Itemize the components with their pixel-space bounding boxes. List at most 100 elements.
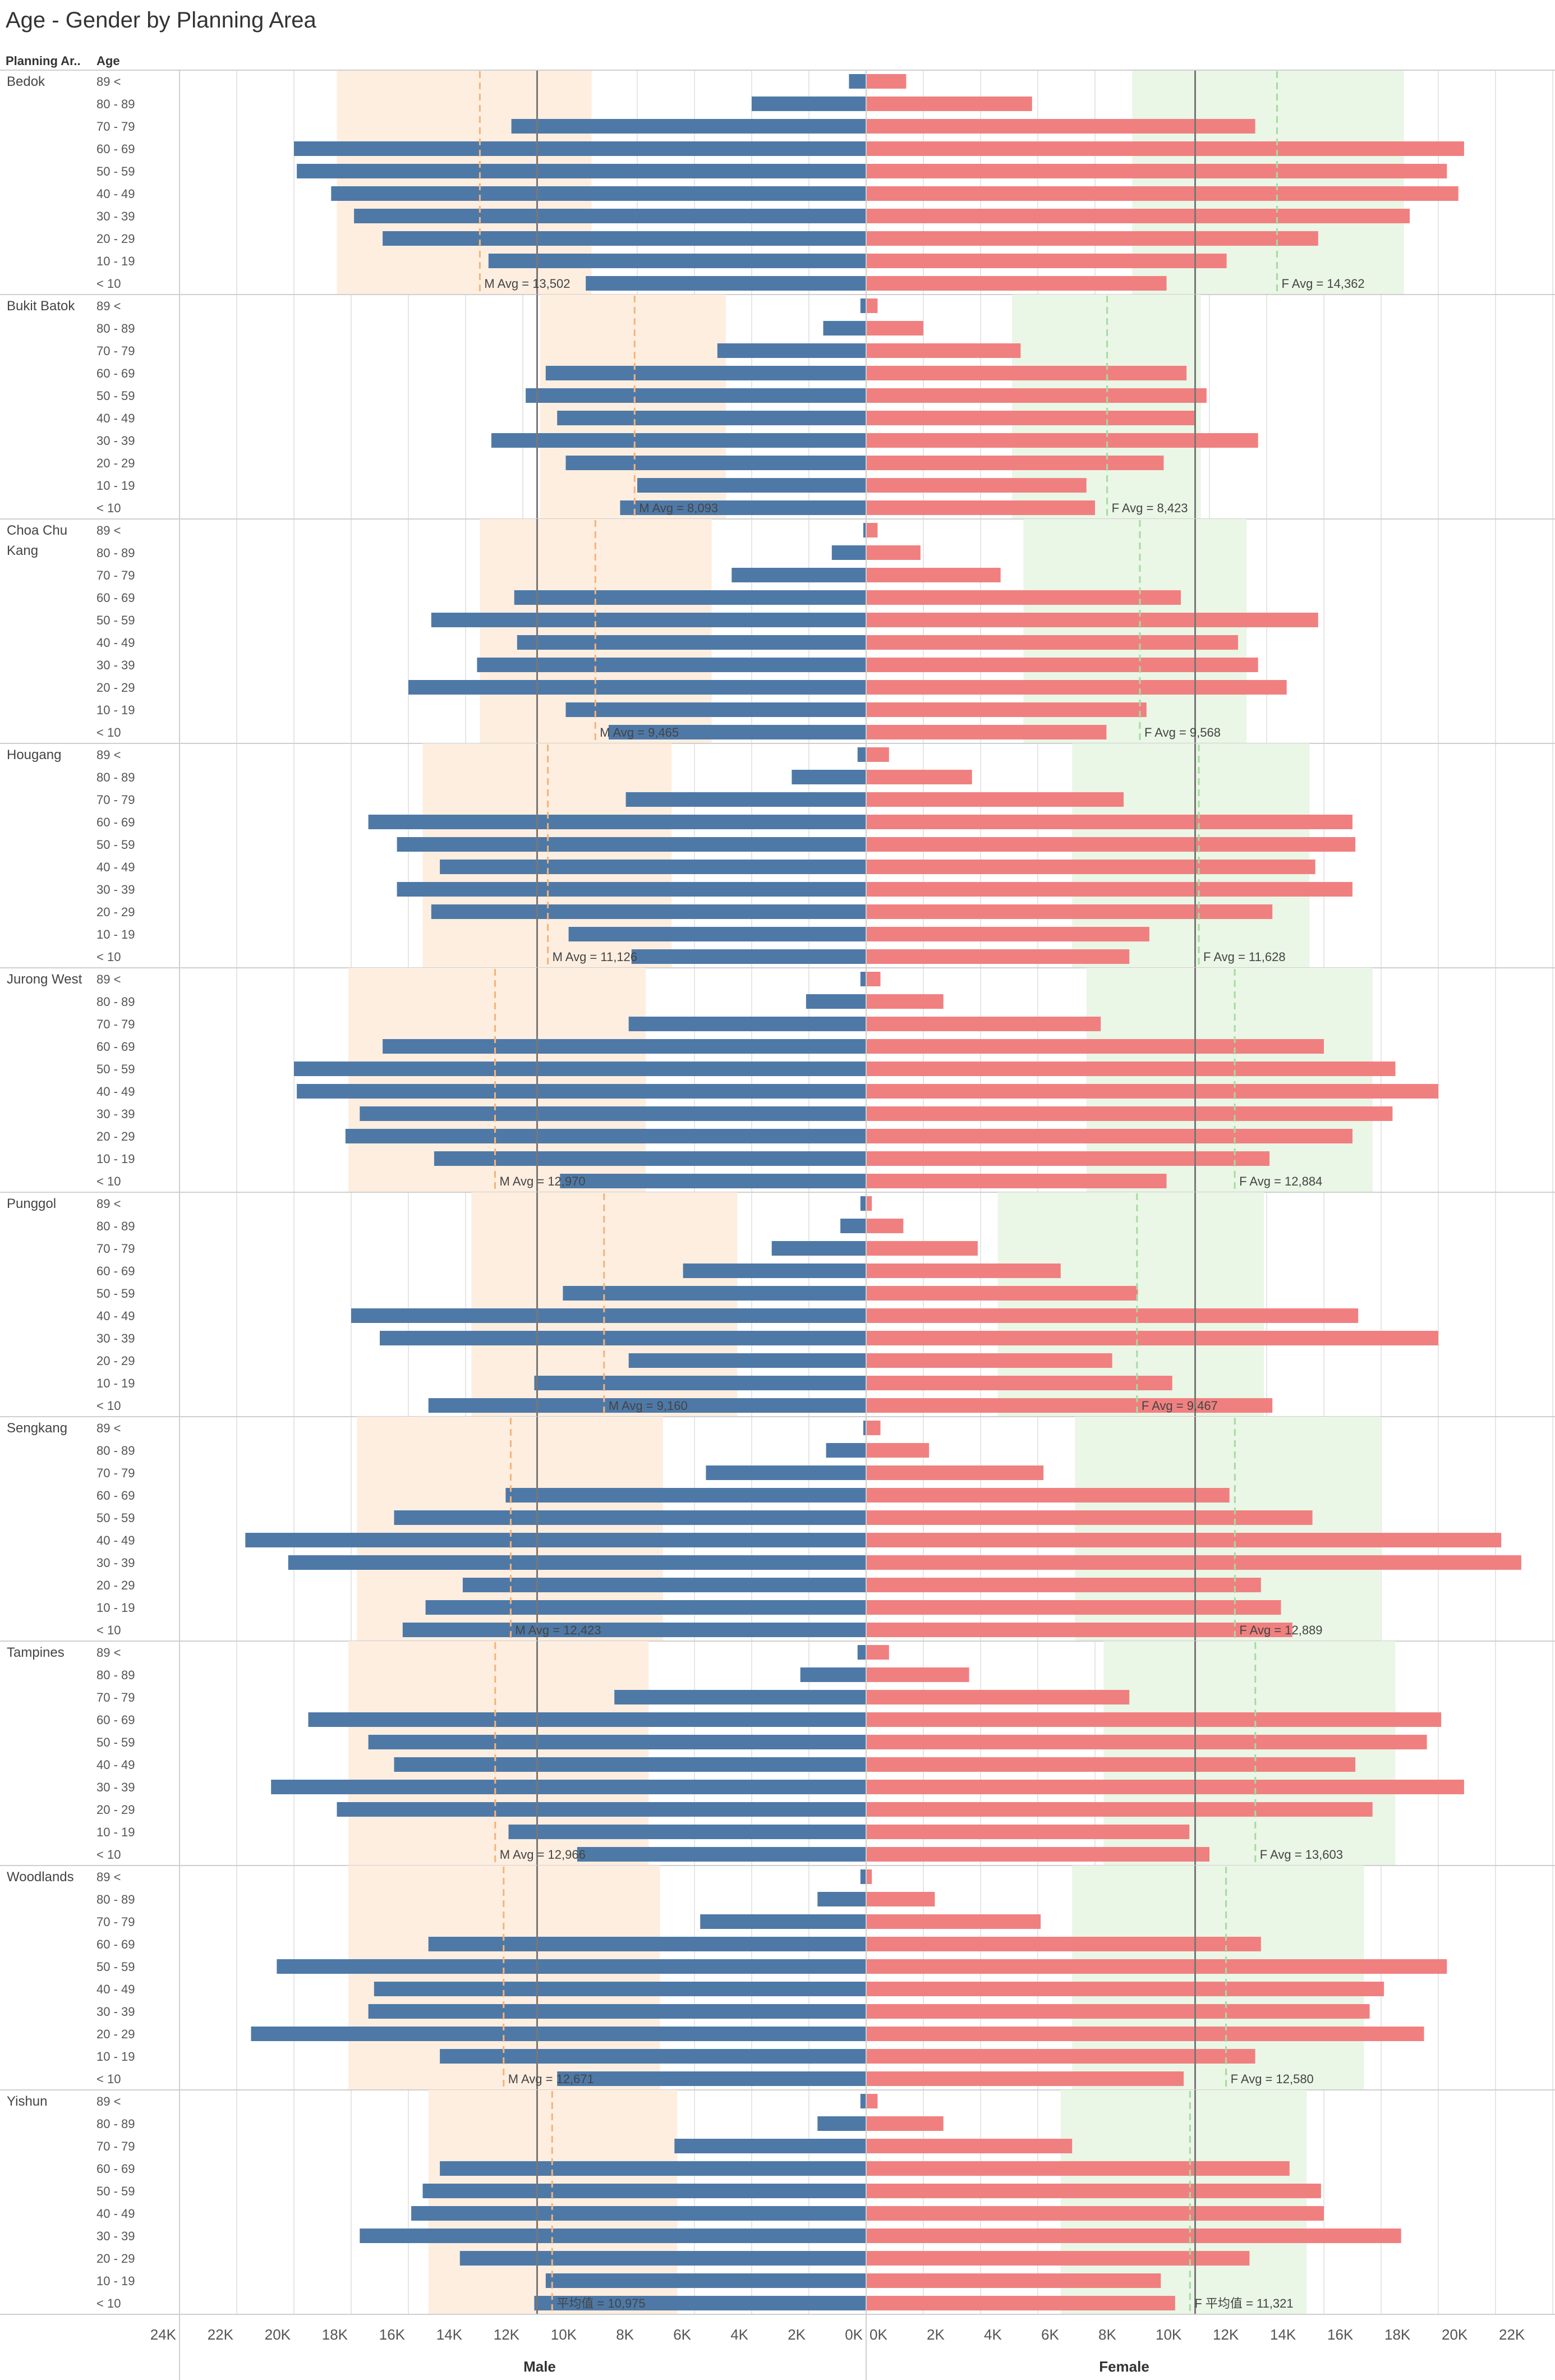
- female-bar: [866, 635, 1238, 650]
- planning-area-label: Woodlands: [7, 1869, 74, 1885]
- planning-area-label: Punggol: [7, 1196, 56, 1211]
- female-bar: [866, 1465, 1044, 1480]
- female-bar: [866, 792, 1124, 807]
- female-bar: [866, 658, 1258, 672]
- male-bar: [491, 433, 866, 448]
- female-bar: [866, 1578, 1261, 1592]
- age-group-label: 40 - 49: [96, 187, 135, 201]
- female-axis-tick: 0K: [869, 2326, 887, 2343]
- male-axis-tick: 0K: [845, 2326, 863, 2343]
- female-bar: [866, 1600, 1281, 1615]
- male-bar: [345, 1129, 866, 1143]
- age-group-label: 10 - 19: [96, 1825, 135, 1839]
- female-bar: [866, 500, 1095, 515]
- age-group-label: 40 - 49: [96, 2207, 135, 2221]
- male-bar: [394, 1757, 866, 1772]
- male-bar: [706, 1465, 866, 1480]
- female-bar: [866, 119, 1255, 134]
- female-bar: [866, 1129, 1352, 1143]
- age-group-label: 30 - 39: [96, 209, 135, 223]
- male-bar: [857, 1645, 866, 1660]
- age-group-label: 70 - 79: [96, 120, 135, 134]
- male-bar: [297, 164, 866, 178]
- female-bar: [866, 1982, 1384, 1996]
- female-bar: [866, 747, 889, 762]
- male-bar: [294, 141, 866, 156]
- female-bar: [866, 2004, 1370, 2019]
- female-bar: [866, 815, 1352, 829]
- age-group-label: 89 <: [96, 1197, 121, 1211]
- age-group-label: 50 - 59: [96, 389, 135, 403]
- male-bar: [431, 613, 866, 627]
- male-bar: [860, 2094, 866, 2108]
- male-bar: [620, 500, 866, 515]
- age-group-label: 30 - 39: [96, 883, 135, 897]
- female-bar: [866, 1331, 1438, 1345]
- age-group-label: 20 - 29: [96, 2027, 135, 2041]
- male-bar: [440, 860, 866, 874]
- age-group-label: < 10: [96, 725, 121, 739]
- female-bar: [866, 2296, 1175, 2310]
- age-group-label: 10 - 19: [96, 703, 135, 717]
- female-bar: [866, 1735, 1427, 1749]
- female-bar: [866, 568, 1001, 582]
- female-avg-label: F Avg = 8,423: [1112, 501, 1188, 515]
- age-group-label: 30 - 39: [96, 1107, 135, 1121]
- female-bar: [866, 1376, 1172, 1390]
- male-bar: [368, 815, 866, 829]
- age-group-label: < 10: [96, 2072, 121, 2086]
- male-bar: [860, 298, 866, 313]
- female-bar: [866, 1645, 889, 1660]
- male-bar: [817, 1892, 866, 1906]
- planning-area-label: Tampines: [7, 1645, 65, 1660]
- female-bar: [866, 904, 1273, 919]
- female-avg-label: F Avg = 9,467: [1142, 1399, 1218, 1413]
- age-group-label: 50 - 59: [96, 164, 135, 178]
- female-avg-label: F Avg = 12,580: [1231, 2072, 1314, 2086]
- age-column-header[interactable]: Age: [96, 54, 120, 68]
- planning-area-label: Yishun: [7, 2094, 48, 2109]
- age-group-label: 60 - 69: [96, 1937, 135, 1951]
- age-group-label: 20 - 29: [96, 1129, 135, 1143]
- male-bar: [860, 1196, 866, 1211]
- female-axis-title: Female: [1099, 2358, 1149, 2375]
- age-group-label: 10 - 19: [96, 1376, 135, 1390]
- male-bar: [294, 1062, 866, 1076]
- male-bar: [397, 882, 866, 897]
- female-bar: [866, 2184, 1321, 2198]
- male-bar: [857, 747, 866, 762]
- male-bar: [351, 1308, 866, 1323]
- male-bar: [402, 1623, 866, 1637]
- male-bar: [560, 1174, 866, 1188]
- male-bar: [331, 186, 866, 201]
- female-avg-label: F Avg = 11,628: [1203, 950, 1286, 964]
- male-bar: [565, 456, 866, 470]
- female-bar: [866, 2027, 1424, 2041]
- age-group-label: < 10: [96, 277, 121, 291]
- age-group-label: 80 - 89: [96, 97, 135, 111]
- male-bar: [354, 209, 866, 223]
- male-bar: [517, 635, 866, 650]
- female-axis-tick: 18K: [1384, 2326, 1411, 2343]
- female-bar: [866, 613, 1318, 627]
- age-group-label: 60 - 69: [96, 815, 135, 829]
- male-bar: [271, 1780, 867, 1794]
- male-bar: [368, 1735, 866, 1749]
- age-group-label: 50 - 59: [96, 1960, 135, 1974]
- male-bar: [817, 2116, 866, 2131]
- female-bar: [866, 1533, 1502, 1547]
- age-group-label: 20 - 29: [96, 232, 135, 246]
- age-group-label: 40 - 49: [96, 636, 135, 650]
- female-bar: [866, 1712, 1442, 1727]
- female-axis-tick: 16K: [1327, 2326, 1354, 2343]
- male-bar: [383, 231, 866, 246]
- female-bar: [866, 1398, 1273, 1413]
- male-bar: [860, 972, 866, 986]
- female-bar: [866, 254, 1227, 268]
- age-group-label: 30 - 39: [96, 658, 135, 672]
- male-bar: [251, 2027, 866, 2041]
- male-bar: [732, 568, 866, 582]
- planning-area-column-header[interactable]: Planning Ar..: [6, 54, 81, 68]
- age-group-label: 80 - 89: [96, 995, 135, 1009]
- male-avg-label: 平均值 = 10,975: [556, 2296, 645, 2310]
